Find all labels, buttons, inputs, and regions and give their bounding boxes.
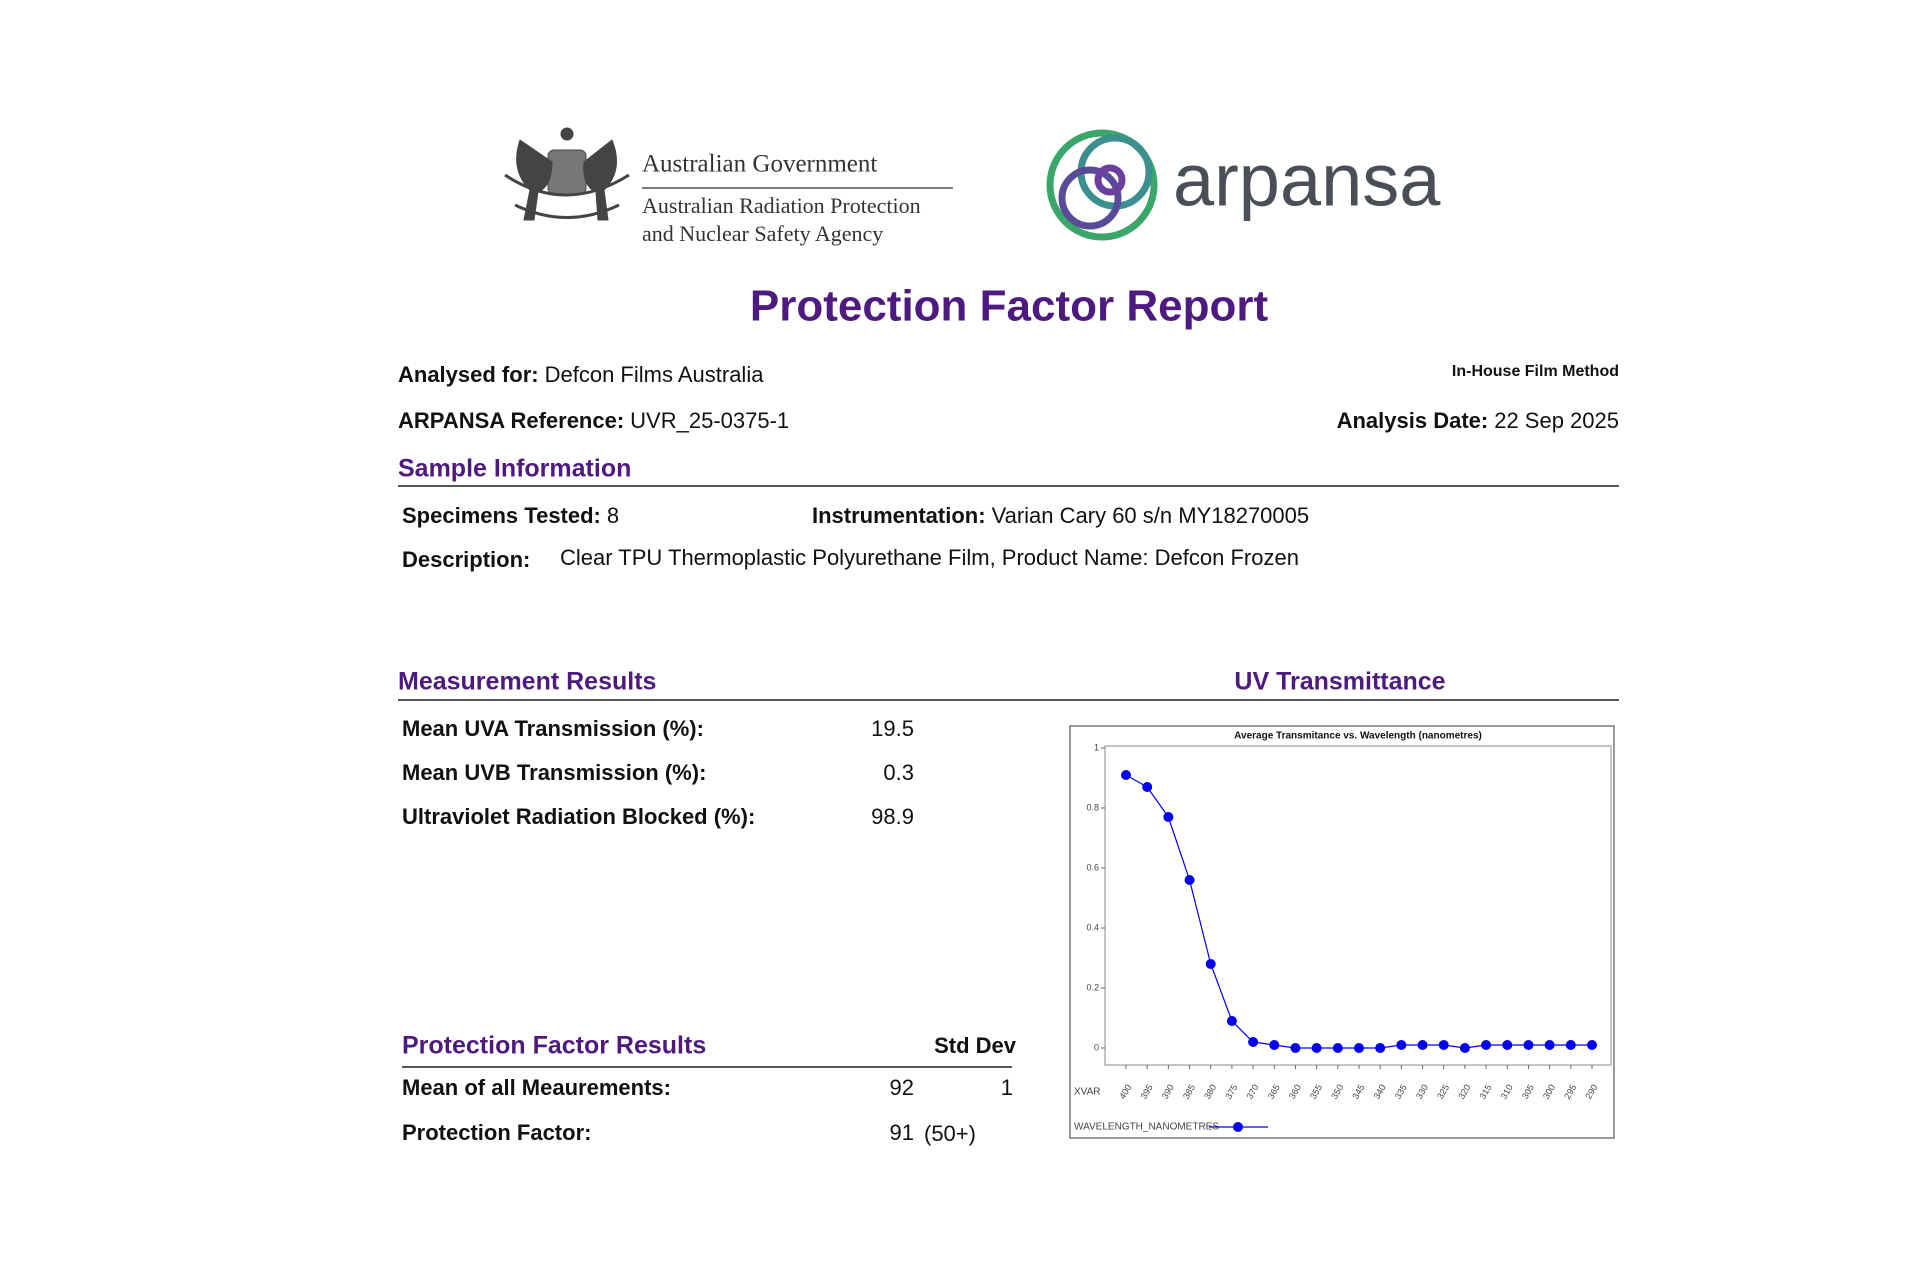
result-value: 92 [890, 1075, 914, 1100]
y-tick-label: 1 [1094, 742, 1099, 752]
data-point [1311, 1043, 1322, 1053]
result-note: (50+) [924, 1121, 976, 1146]
data-point [1248, 1037, 1259, 1047]
arpansa-logo-mark [1046, 129, 1158, 241]
data-point [1438, 1040, 1449, 1050]
data-point [1290, 1043, 1301, 1053]
field-label: Description: [402, 547, 530, 572]
agency-name: and Nuclear Safety Agency [642, 221, 883, 246]
data-point [1226, 1016, 1237, 1026]
y-tick-label: 0 [1094, 1042, 1099, 1052]
field-value: Varian Cary 60 s/n MY18270005 [992, 503, 1310, 528]
agency-name: Australian Radiation Protection [642, 193, 921, 218]
y-tick-label: 0.8 [1086, 802, 1099, 812]
result-label: Ultraviolet Radiation Blocked (%): [402, 804, 755, 829]
legend-marker [1233, 1122, 1243, 1132]
field-value: Defcon Films Australia [545, 362, 765, 387]
data-point [1205, 959, 1216, 969]
data-point [1587, 1040, 1597, 1050]
data-point [1269, 1040, 1280, 1050]
section-heading: Measurement Results [398, 668, 656, 696]
result-value: 19.5 [871, 716, 914, 741]
data-point [1354, 1043, 1364, 1053]
field-label: Specimens Tested: [402, 503, 601, 528]
data-point [1121, 770, 1131, 780]
arpansa-logo-text: arpansa [1173, 139, 1441, 222]
result-label: Mean UVB Transmission (%): [402, 760, 706, 785]
data-point [1459, 1043, 1470, 1053]
data-point [1417, 1040, 1428, 1050]
data-point [1502, 1040, 1513, 1050]
government-name: Australian Government [642, 151, 877, 178]
analysed-for: Analysed for: Defcon Films Australia [398, 362, 764, 387]
data-point [1396, 1040, 1407, 1050]
section-heading: UV Transmittance [1234, 668, 1445, 696]
coat-of-arms [504, 127, 630, 221]
field-value: UVR_25-0375-1 [630, 408, 789, 433]
plot-area [1104, 745, 1612, 1066]
section-heading: Sample Information [398, 455, 631, 483]
field-label: Analysis Date: [1337, 408, 1489, 433]
result-label: Mean of all Meaurements: [402, 1075, 671, 1100]
field-label: Instrumentation: [812, 503, 986, 528]
method: In-House Film Method [1452, 363, 1619, 380]
analysis-date: Analysis Date: 22 Sep 2025 [1337, 408, 1619, 433]
data-point [1544, 1040, 1555, 1050]
data-point [1523, 1040, 1534, 1050]
field-label: ARPANSA Reference: [398, 408, 624, 433]
result-value: 91 [890, 1120, 914, 1145]
result-label: Protection Factor: [402, 1120, 591, 1145]
data-point [1565, 1040, 1576, 1050]
y-tick-label: 0.6 [1086, 862, 1099, 872]
legend-label: WAVELENGTH_NANOMETRES [1074, 1122, 1219, 1133]
result-value: 0.3 [883, 760, 914, 785]
reference: ARPANSA Reference: UVR_25-0375-1 [398, 408, 789, 433]
result-label: Mean UVA Transmission (%): [402, 716, 704, 741]
data-point [1163, 812, 1174, 822]
field-value: 22 Sep 2025 [1494, 408, 1619, 433]
x-axis-label: XVAR [1074, 1087, 1101, 1098]
instrumentation: Instrumentation: Varian Cary 60 s/n MY182… [812, 503, 1309, 528]
section-heading: Protection Factor Results [402, 1032, 706, 1060]
field-label: Analysed for: [398, 362, 539, 387]
data-point [1481, 1040, 1492, 1050]
report-title: Protection Factor Report [750, 282, 1269, 331]
column-heading: Std Dev [934, 1033, 1017, 1058]
y-tick-label: 0.4 [1086, 922, 1099, 932]
field-value: Clear TPU Thermoplastic Polyurethane Fil… [560, 545, 1299, 570]
specimens: Specimens Tested: 8 [402, 503, 619, 528]
y-tick-label: 0.2 [1086, 982, 1099, 992]
std-dev-value: 1 [1001, 1075, 1013, 1100]
chart-title: Average Transmitance vs. Wavelength (nan… [1234, 731, 1482, 742]
data-point [1142, 782, 1153, 792]
field-value: 8 [607, 503, 619, 528]
data-point [1375, 1043, 1386, 1053]
data-point [1184, 875, 1195, 885]
result-value: 98.9 [871, 804, 914, 829]
chart-frame [1069, 725, 1615, 1139]
data-point [1332, 1043, 1343, 1053]
